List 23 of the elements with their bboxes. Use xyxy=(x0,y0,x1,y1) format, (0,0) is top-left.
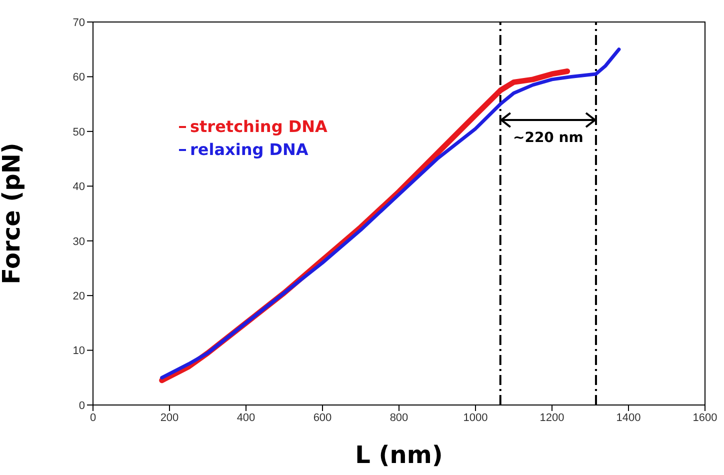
legend-label: stretching DNA xyxy=(190,117,328,136)
x-tick-label: 800 xyxy=(390,412,408,424)
y-tick-label: 70 xyxy=(72,16,85,29)
x-tick-label: 0 xyxy=(90,412,96,424)
x-tick-label: 400 xyxy=(236,412,256,424)
x-tick-label: 1200 xyxy=(540,412,564,424)
annotation: ~220 nm xyxy=(512,130,584,146)
y-tick-label: 40 xyxy=(72,181,85,194)
y-tick-label: 20 xyxy=(72,290,85,302)
line-series xyxy=(160,48,621,380)
y-axis-title: Force (pN) xyxy=(0,142,26,284)
y-tick-label: 50 xyxy=(72,126,85,138)
x-tick-label: 600 xyxy=(313,412,332,424)
y-tick-label: 10 xyxy=(72,345,85,358)
x-tick-label: 1000 xyxy=(463,412,488,424)
x-tick-label: 1600 xyxy=(692,412,718,424)
x-axis-title: L (nm) xyxy=(355,441,443,469)
y-tick-label: 30 xyxy=(72,236,85,248)
x-tick-label: 1400 xyxy=(616,412,641,424)
y-tick-label: 0 xyxy=(78,400,85,412)
x-tick-label: 200 xyxy=(160,412,179,424)
legend-label: relaxing DNA xyxy=(190,140,308,159)
y-tick-label: 60 xyxy=(72,72,85,84)
